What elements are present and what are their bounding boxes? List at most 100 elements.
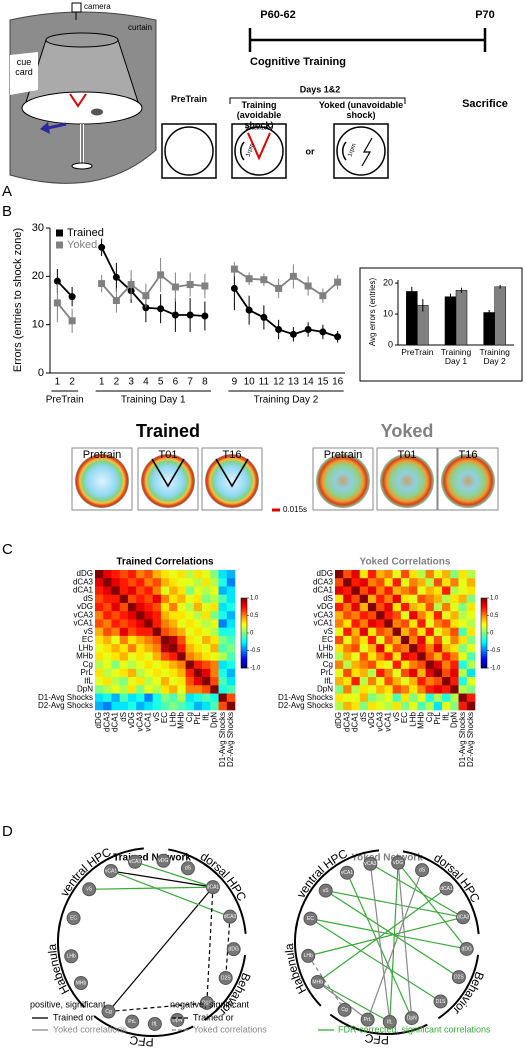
heatmap-cell — [359, 611, 369, 620]
colorbar-segment — [481, 601, 487, 604]
heatmap-cell — [466, 627, 476, 637]
heatmap-cell — [202, 578, 211, 587]
heatmap-cell — [384, 644, 393, 653]
colorbar-segment — [241, 645, 247, 648]
heatmap-cell — [343, 701, 352, 711]
heatmap-cell — [152, 644, 162, 653]
heatmap-cell — [95, 611, 104, 620]
network-node — [199, 995, 214, 1010]
region-label: dorsal HPC — [431, 851, 482, 905]
colorbar-segment — [241, 643, 247, 646]
heatmap-cell — [218, 693, 228, 703]
heatmap-cell — [359, 627, 369, 637]
heatmap-cell — [359, 660, 369, 670]
heatmap-cell — [400, 660, 410, 670]
heatmap-cell — [119, 586, 129, 596]
y-tick-label: 10 — [32, 319, 44, 331]
heatmap-cell — [144, 586, 153, 596]
heatmap-cell — [160, 602, 170, 612]
heatmap-cell — [384, 594, 393, 604]
data-point — [142, 292, 150, 300]
network-node — [451, 970, 466, 985]
row-label: vCA3 — [73, 610, 93, 619]
heatmap-cell — [458, 578, 468, 587]
heatmap-cell — [185, 644, 195, 653]
row-label: EC — [82, 635, 93, 644]
colorbar-segment — [241, 603, 247, 606]
heatmap-cell — [136, 594, 145, 604]
heatmap-cell — [392, 570, 402, 579]
heatmap-cell — [359, 652, 369, 661]
heatmap-cell — [136, 677, 145, 686]
heatmap-cell — [359, 635, 369, 645]
x-tick-label: Training Day 2 — [479, 347, 510, 367]
heatmap-cell — [409, 611, 418, 620]
condition-label: Training (avoidable shock) — [236, 100, 282, 130]
heatmap-cell — [367, 701, 377, 711]
heatmap-cell — [218, 701, 228, 711]
heatmap-cell — [425, 570, 435, 579]
heatmap-cell — [169, 619, 178, 628]
colorbar-segment — [241, 624, 247, 627]
x-tick-label: 15 — [317, 377, 329, 388]
row-label: MHb — [316, 652, 333, 661]
days-bracket — [229, 97, 406, 104]
heatmap-cell — [442, 668, 451, 678]
heatmap-cell — [367, 570, 377, 579]
node-label: D1S — [436, 999, 446, 1005]
heatmap-cell — [442, 586, 451, 596]
column-label: PrL — [433, 711, 442, 724]
heatmap-cell — [226, 602, 236, 612]
heatmap-cell — [433, 635, 443, 645]
colorbar-tick-label: -1.0 — [490, 666, 501, 672]
heatmap-cell — [177, 594, 186, 604]
heatmap-cell — [343, 660, 352, 670]
heatmap-cell — [202, 677, 211, 686]
network-node — [404, 1011, 419, 1026]
heatmap-cell — [384, 602, 393, 612]
heatmap-cell — [169, 685, 178, 694]
network-node — [415, 863, 430, 878]
heatmap-cell — [226, 570, 236, 579]
row-label: EC — [322, 635, 333, 644]
heatmap-cell — [160, 685, 170, 694]
column-label: vDG — [367, 712, 376, 728]
heatmap-cell — [425, 578, 435, 587]
data-point — [157, 305, 165, 313]
heatmap-cell — [95, 635, 104, 645]
heatmap-cell — [185, 627, 195, 637]
heatmap-cell — [409, 644, 418, 653]
node-label: D2S — [454, 974, 464, 980]
heatmap-cell — [119, 701, 129, 711]
colorbar-segment — [241, 652, 247, 655]
colorbar-segment — [241, 633, 247, 636]
heatmap-cell — [433, 652, 443, 661]
heatmap-cell — [409, 578, 418, 587]
heatmap-cell — [458, 652, 468, 661]
x-tick-label: 9 — [232, 377, 238, 388]
heatmap-cell — [466, 685, 476, 694]
heatmap-cell — [95, 660, 104, 670]
column-label: LHb — [168, 711, 177, 726]
heatmap-cell — [351, 668, 361, 678]
heatmap-cell — [409, 602, 418, 612]
colorbar-segment — [481, 648, 487, 651]
y-tick-label: 20 — [32, 270, 44, 282]
heatmap-cell — [335, 635, 344, 645]
heatmap-cell — [202, 570, 211, 579]
column-label: LHb — [408, 711, 417, 726]
track-session-label: T01 — [159, 449, 178, 461]
heatmap-cell — [202, 611, 211, 620]
heatmap-cell — [466, 578, 476, 587]
heatmap-cell — [210, 619, 219, 628]
curtain-label: curtain — [128, 23, 152, 32]
network-node — [391, 855, 406, 870]
heatmap-cell — [202, 668, 211, 678]
row-label: vS — [84, 627, 93, 636]
data-point — [112, 297, 120, 304]
or-label: or — [306, 146, 315, 156]
heatmap-cell — [136, 570, 145, 579]
column-label: Cg — [185, 712, 194, 722]
group-label: PreTrain — [46, 395, 84, 406]
heatmap-cell — [119, 611, 129, 620]
